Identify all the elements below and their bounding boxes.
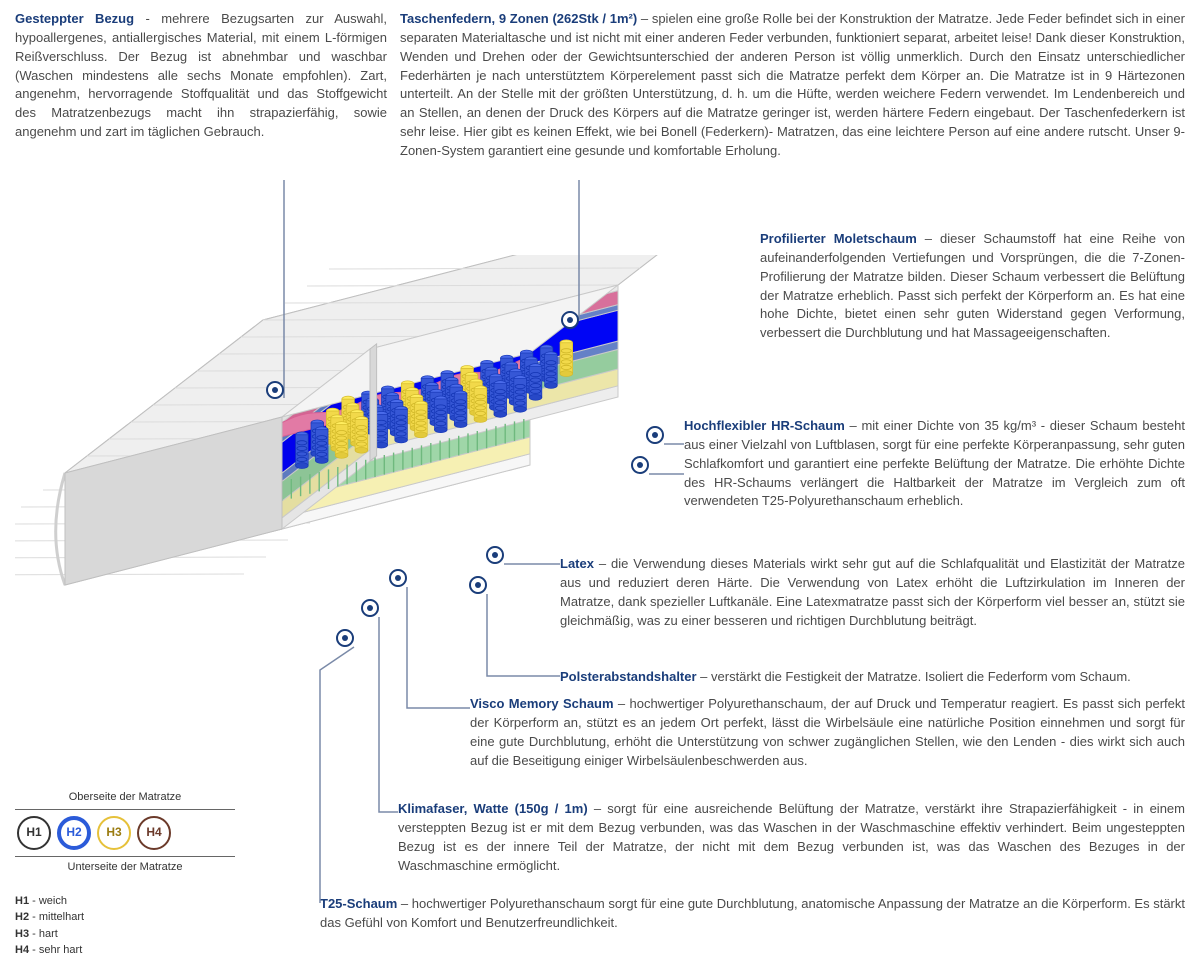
sep: – [697,669,711,684]
callout-marker-klima [361,599,379,617]
hardness-circle: H2 [57,816,91,850]
legend-top-label: Oberseite der Matratze [15,790,235,810]
sep: – [845,418,862,433]
section-text: hochwertiger Polyurethanschaum sorgt für… [320,896,1185,930]
hardness-legend: Oberseite der Matratze H1H2H3H4 Untersei… [15,790,235,959]
section-0: Profilierter Moletschaum – dieser Schaum… [760,230,1185,343]
sep: – [917,231,940,246]
section-4: Visco Memory Schaum – hochwertiger Polyu… [470,695,1185,770]
callout-marker-pad [469,576,487,594]
hardness-key: H2 - mittelhart [15,909,235,926]
section-1: Hochflexibler HR-Schaum – mit einer Dich… [684,417,1185,511]
callout-marker-molet [646,426,664,444]
callout-marker-cover [266,381,284,399]
section-title: Taschenfedern, 9 Zonen (262Stk / 1m²) [400,11,637,26]
section-cover: Gesteppter Bezug - mehrere Bezugsarten z… [15,10,387,142]
section-text: mehrere Bezugsarten zur Auswahl, hypoall… [15,11,387,139]
hardness-key: H3 - hart [15,926,235,943]
hardness-circle: H3 [97,816,131,850]
section-title: Klimafaser, Watte (150g / 1m) [398,801,588,816]
sep: – [614,696,630,711]
section-3: Polsterabstandshalter – verstärkt die Fe… [560,668,1185,687]
hardness-circle: H1 [17,816,51,850]
callout-marker-hr [631,456,649,474]
section-title: T25-Schaum [320,896,397,911]
sep: - [134,11,161,26]
callout-marker-latex [486,546,504,564]
section-text: dieser Schaumstoff hat eine Reihe von au… [760,231,1185,340]
hardness-key: H1 - weich [15,893,235,910]
section-title: Visco Memory Schaum [470,696,614,711]
section-6: T25-Schaum – hochwertiger Polyurethansch… [320,895,1185,933]
callout-marker-springs [561,311,579,329]
hardness-circle: H4 [137,816,171,850]
section-springs: Taschenfedern, 9 Zonen (262Stk / 1m²) – … [400,10,1185,161]
legend-bottom-label: Unterseite der Matratze [15,856,235,879]
sep: – [588,801,608,816]
section-text: verstärkt die Festigkeit der Matratze. I… [711,669,1131,684]
callout-marker-t25 [336,629,354,647]
section-text: spielen eine große Rolle bei der Konstru… [400,11,1185,158]
section-title: Polsterabstandshalter [560,669,697,684]
sep: – [397,896,411,911]
mattress-diagram [15,255,745,645]
section-5: Klimafaser, Watte (150g / 1m) – sorgt fü… [398,800,1185,875]
sep: – [637,11,652,26]
callout-marker-visco [389,569,407,587]
hardness-key: H4 - sehr hart [15,942,235,959]
section-title: Profilierter Moletschaum [760,231,917,246]
section-title: Gesteppter Bezug [15,11,134,26]
